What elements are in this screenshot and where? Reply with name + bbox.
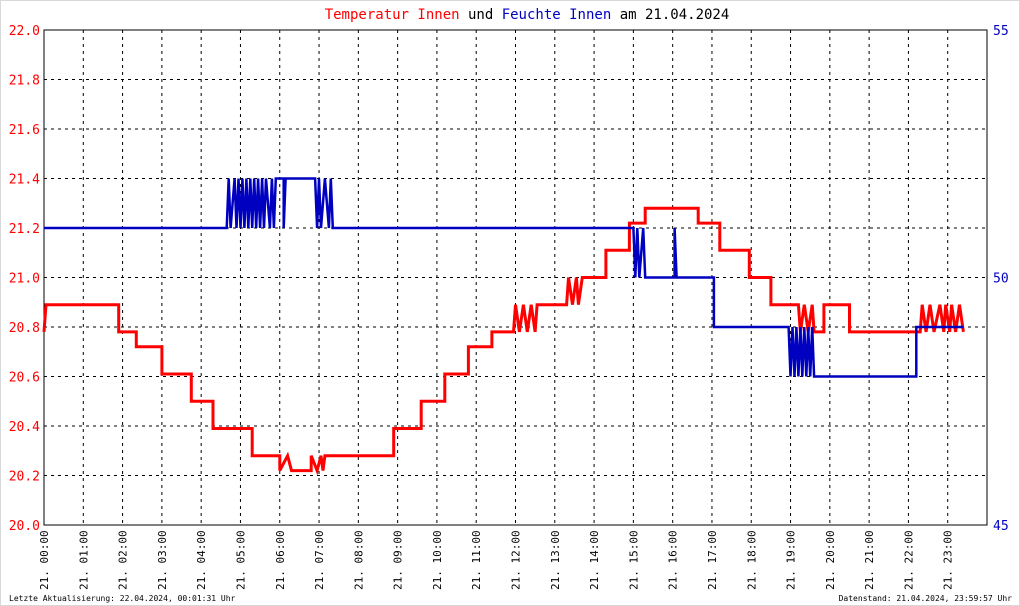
x-tick-label: 21. 02:00 — [117, 530, 130, 590]
x-tick-label: 21. 07:00 — [313, 530, 326, 590]
y-left-tick-label: 20.4 — [9, 420, 40, 435]
series-line-humidity — [44, 177, 964, 378]
y-right-tick-label: 55 — [993, 24, 1009, 39]
y-right-tick-label: 50 — [993, 272, 1009, 287]
footer-data-timestamp: Datenstand: 21.04.2024, 23:59:57 Uhr — [839, 594, 1013, 603]
x-tick-label: 21. 21:00 — [863, 530, 876, 590]
title-part: Temperatur Innen — [325, 7, 460, 23]
plot-area — [43, 29, 988, 526]
title-part: und — [460, 7, 502, 23]
footer-last-update: Letzte Aktualisierung: 22.04.2024, 00:01… — [9, 594, 236, 603]
x-tick-label: 21. 23:00 — [942, 530, 955, 590]
x-tick-label: 21. 20:00 — [824, 530, 837, 590]
x-tick-label: 21. 14:00 — [588, 530, 601, 590]
series-layer — [42, 177, 965, 476]
title-part: am 21.04.2024 — [611, 7, 729, 23]
x-tick-label: 21. 05:00 — [234, 530, 247, 590]
x-tick-label: 21. 11:00 — [470, 530, 483, 590]
y-left-tick-label: 22.0 — [9, 24, 40, 39]
x-tick-label: 21. 10:00 — [431, 530, 444, 590]
title-part: Feuchte Innen — [502, 7, 612, 23]
x-axis: 21. 00:00 21. 01:00 21. 02:00 21. 03:00 21. … — [38, 530, 955, 590]
x-tick-label: 21. 06:00 — [274, 530, 287, 590]
x-tick-label: 21. 03:00 — [156, 530, 169, 590]
x-tick-label: 21. 13:00 — [549, 530, 562, 590]
grid — [44, 30, 987, 525]
x-tick-label: 21. 12:00 — [510, 530, 523, 590]
x-tick-label: 21. 16:00 — [667, 530, 680, 590]
x-tick-label: 21. 00:00 — [38, 530, 51, 590]
x-tick-label: 21. 08:00 — [352, 530, 365, 590]
y-right-tick-label: 45 — [993, 519, 1009, 534]
y-left-tick-label: 20.8 — [9, 321, 40, 336]
x-tick-label: 21. 01:00 — [77, 530, 90, 590]
right-axis: 45 50 55 — [993, 24, 1009, 534]
chart-title: Temperatur Innen und Feuchte Innen am 21… — [325, 7, 730, 23]
y-left-tick-label: 21.2 — [9, 222, 40, 237]
y-left-tick-label: 21.4 — [9, 173, 40, 188]
x-tick-label: 21. 18:00 — [745, 530, 758, 590]
y-left-tick-label: 21.6 — [9, 123, 40, 138]
left-axis: 20.0 20.2 20.4 20.6 20.8 21.0 21.2 21.4 21.6 21.8… — [9, 24, 40, 534]
x-tick-label: 21. 19:00 — [785, 530, 798, 590]
y-left-tick-label: 20.2 — [9, 470, 40, 485]
x-tick-label: 21. 17:00 — [706, 530, 719, 590]
x-tick-label: 21. 22:00 — [902, 530, 915, 590]
x-tick-label: 21. 09:00 — [392, 530, 405, 590]
y-left-tick-label: 21.0 — [9, 272, 40, 287]
x-tick-label: 21. 15:00 — [627, 530, 640, 590]
series-line-temperature — [42, 206, 965, 476]
y-left-tick-label: 20.6 — [9, 371, 40, 386]
y-left-tick-label: 21.8 — [9, 74, 40, 89]
y-left-tick-label: 20.0 — [9, 519, 40, 534]
x-tick-label: 21. 04:00 — [195, 530, 208, 590]
